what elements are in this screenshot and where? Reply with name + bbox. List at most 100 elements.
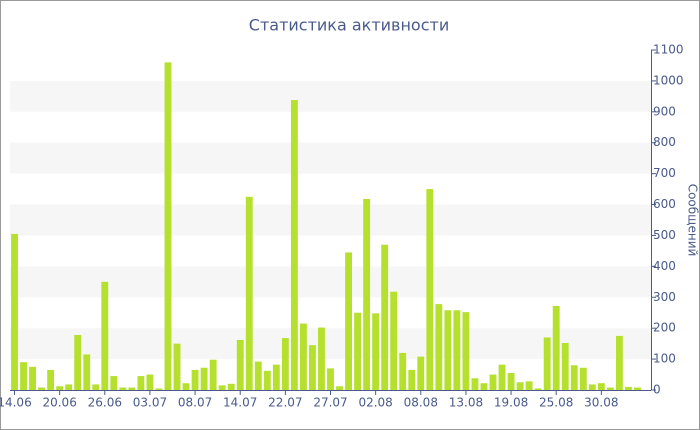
bar [309,345,316,390]
bar [489,374,497,390]
y-tick-label: 600 [653,197,676,211]
grid-band [10,204,651,236]
x-tick-label: 20.06 [42,396,76,410]
bar [128,387,136,390]
bar [227,383,235,390]
x-tick-label: 13.08 [449,396,483,410]
bar [191,369,199,390]
bar [372,313,380,390]
bar [327,368,334,390]
bar [597,383,605,390]
bar [254,361,262,390]
bar [110,376,118,390]
bar [624,386,632,390]
grid-band [10,80,651,112]
bar [218,385,226,390]
bar [543,337,551,390]
grid-band [10,266,651,298]
bar [209,359,217,390]
x-tick-label: 03.07 [133,396,167,410]
y-tick-label: 1100 [653,43,684,57]
bar [570,365,578,390]
bar [336,386,343,390]
bar [408,369,416,390]
chart-title: Статистика активности [249,16,449,35]
x-tick-label: 02.08 [358,396,392,410]
grid-band [10,142,651,174]
bar [74,334,82,390]
bar [38,387,46,390]
bar [173,343,181,390]
bar [498,364,506,390]
bar [119,387,127,390]
bar [390,291,398,390]
bar [507,373,515,390]
y-tick-label: 100 [653,352,676,366]
bar [534,388,542,390]
bar [83,354,91,390]
bar [29,366,37,390]
bar [453,310,461,390]
bar [561,343,569,390]
bar [354,312,362,390]
bar [263,370,271,390]
bar [47,369,55,390]
y-tick-label: 800 [653,135,676,149]
bar [318,327,325,390]
bar [146,374,154,390]
bar [480,383,488,390]
x-tick-label: 26.06 [88,396,122,410]
x-tick-label: 22.07 [268,396,302,410]
x-tick-label: 27.07 [313,396,347,410]
bar [634,387,641,390]
bar [245,196,253,390]
bar [471,378,479,390]
bar [101,281,109,390]
x-tick-label: 14.07 [223,396,257,410]
bar [56,386,64,390]
bar [281,338,289,390]
y-tick-label: 200 [653,321,676,335]
y-tick-label: 700 [653,166,676,180]
bar [444,310,452,390]
y-axis-label: Сообщений [686,184,700,257]
bar [272,364,280,390]
bar [399,352,407,390]
bar [155,388,163,390]
x-tick-label: 08.07 [178,396,212,410]
bar [164,62,172,390]
x-tick-label: 08.08 [404,396,438,410]
y-tick-label: 300 [653,290,676,304]
bar [299,323,307,390]
bar [20,362,27,390]
x-tick-label: 30.08 [584,396,618,410]
bar [236,339,244,390]
x-tick-label: 14.06 [0,396,32,410]
bar [137,376,145,390]
y-tick-label: 500 [653,228,676,242]
bar [606,387,614,390]
y-tick-label: 0 [653,383,661,397]
bar [363,198,371,390]
bar [426,189,434,390]
x-tick-label: 19.08 [494,396,528,410]
bar [462,312,470,390]
bar [588,384,596,390]
bar [435,304,443,390]
bar [182,383,190,390]
y-tick-label: 900 [653,104,676,118]
bar [516,382,524,390]
bar [11,233,18,390]
bar [615,335,623,390]
y-tick-label: 400 [653,259,676,273]
bar [65,384,73,390]
bar [381,244,389,390]
bar [200,367,208,390]
bar [92,384,100,390]
x-tick-label: 25.08 [539,396,573,410]
bar [525,381,533,390]
bar [579,367,587,390]
bar [290,100,298,390]
bar [417,356,425,390]
